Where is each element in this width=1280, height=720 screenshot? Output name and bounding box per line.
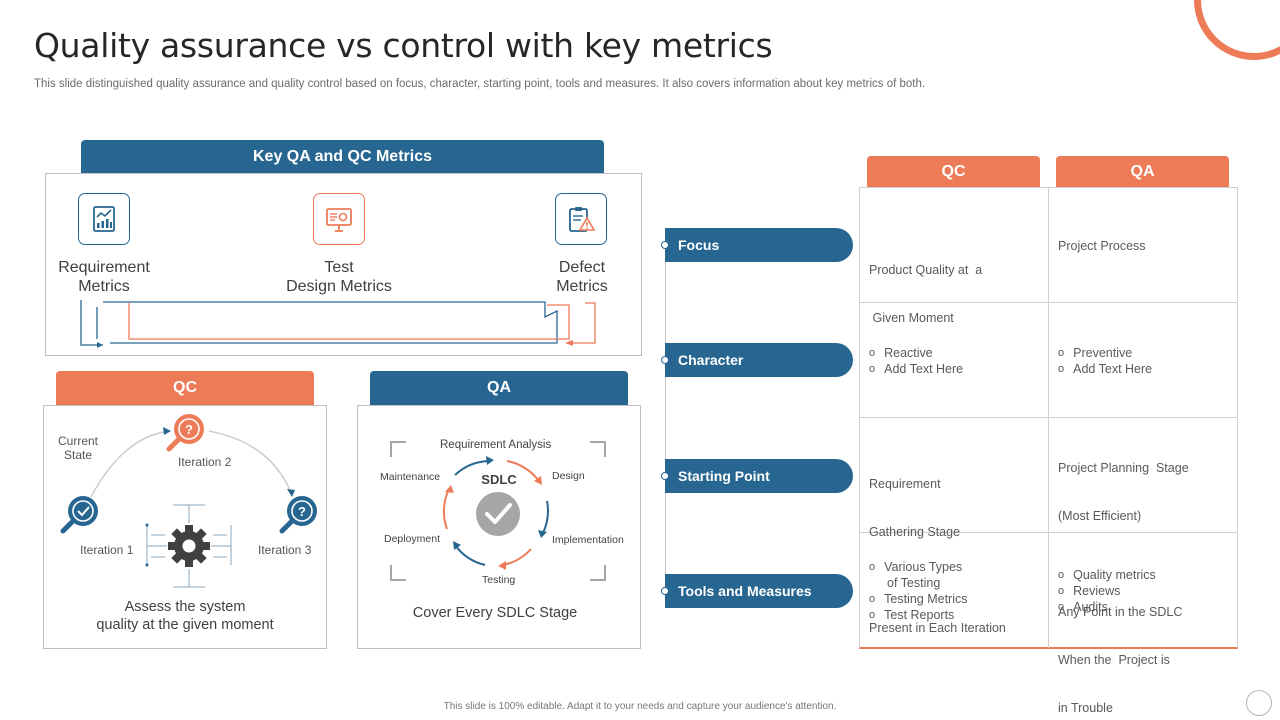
qc-column-header: QC [867,156,1040,187]
metric-label-line: Metrics [556,278,608,295]
iteration-3-label: Iteration 3 [258,543,312,557]
requirement-metrics-icon [78,193,130,245]
qa-column-header: QA [1056,156,1229,187]
stage-requirement-analysis: Requirement Analysis [440,439,552,451]
cell-line: When the Project is [1058,653,1170,667]
bullet-continuation: of Testing [887,576,941,590]
stage-maintenance: Maintenance [380,471,441,483]
cell-line: Project Process [1058,239,1146,253]
qc-panel-header: QC [56,371,314,405]
qc-caption-line: quality at the given moment [96,617,274,633]
character-qc-cell: o Reactive o Add Text Here [869,345,963,377]
qa-caption: Cover Every SDLC Stage [412,605,578,621]
metric-label-line: Metrics [78,278,130,295]
test-design-metrics-label: Test Design Metrics [268,258,410,296]
bullet-text: Add Text Here [884,362,964,376]
stage-design: Design [552,470,585,482]
bullet-item: o Quality metrics [1058,568,1156,582]
bullet-text: Testing Metrics [884,592,968,606]
svg-text:?: ? [298,504,306,519]
table-row-divider [859,302,1238,303]
bullet-text: Preventive [1073,346,1133,360]
row-marker-dot [661,587,669,595]
qc-cycle-diagram: ? ? [60,414,317,588]
starting-point-qa-cell: Project Planning Stage (Most Efficient) … [1058,428,1189,720]
row-label-focus: Focus [665,228,853,262]
bullet-item: o Preventive [1058,346,1133,360]
sdlc-cycle-diagram [390,441,606,581]
tools-qa-cell: o Quality metrics o Reviews o Audits [1058,567,1156,615]
bullet-item: o Test Reports [869,608,955,622]
cell-line: in Trouble [1058,701,1113,715]
cell-line: Product Quality at a [869,263,983,277]
page-title: Quality assurance vs control with key me… [34,26,773,65]
bullet-item: o Add Text Here [869,362,964,376]
qa-panel-header: QA [370,371,628,405]
bullet-item: o Testing Metrics [869,592,968,606]
cell-line: Any Point in the SDLC [1058,605,1183,619]
bullet-text: Audits [1073,600,1108,614]
table-row-divider [859,532,1238,533]
bullet-text: Test Reports [884,608,955,622]
bullet-text: Quality metrics [1073,568,1156,582]
row-marker-dot [661,356,669,364]
qc-caption: Assess the system quality at the given m… [43,598,327,634]
slide-nav-circle[interactable] [1246,690,1272,716]
bullet-text: Add Text Here [1073,362,1153,376]
row-marker-dot [661,241,669,249]
iteration-2-label: Iteration 2 [178,455,232,469]
decorative-arc [1194,0,1280,60]
table-row-divider [859,417,1238,418]
cell-line: Requirement [869,477,941,491]
metric-label-line: Test [324,259,354,276]
qc-caption-line: Assess the system [124,599,246,615]
cell-line: Gathering Stage [869,525,961,539]
defect-metrics-label: Defect Metrics [532,258,632,296]
stage-testing: Testing [482,574,516,586]
bullet-item: o Reactive [869,346,933,360]
bullet-item: o Audits [1058,600,1108,614]
row-label-character: Character [665,343,853,377]
stage-implementation: Implementation [552,534,624,546]
bullet-text: Reactive [884,346,933,360]
test-design-metrics-icon [313,193,365,245]
bullet-text: Reviews [1073,584,1121,598]
current-state-line: State [63,448,93,462]
metric-label-line: Defect [558,259,606,276]
focus-qa-cell: Project Process [1058,238,1146,254]
cell-line: Project Planning Stage [1058,461,1189,475]
presentation-board-icon [326,208,352,232]
requirement-metrics-label: Requirement Metrics [44,258,164,296]
bullet-item: o Various Types [869,560,963,574]
cell-line: Present in Each Iteration [869,621,1006,635]
row-label-starting-point: Starting Point [665,459,853,493]
stage-deployment: Deployment [384,533,441,545]
row-marker-dot [661,472,669,480]
metrics-connector-lines [80,300,596,348]
cell-line: Given Moment [869,311,954,325]
svg-text:?: ? [185,422,193,437]
footer-note: This slide is 100% editable. Adapt it to… [443,701,837,712]
page-subtitle: This slide distinguished quality assuran… [34,78,926,90]
clipboard-warning-icon [569,207,596,232]
iteration-1-label: Iteration 1 [80,543,134,557]
current-state-label: Current State [52,434,104,462]
metric-label-line: Requirement [58,259,150,276]
row-label-tools-and-measures: Tools and Measures [665,574,853,608]
current-state-line: Current [57,434,98,448]
report-chart-icon [93,206,115,232]
focus-qc-cell: Product Quality at a Given Moment [869,230,982,342]
starting-point-qc-cell: Requirement Gathering Stage Present in E… [869,444,1006,652]
bullet-text: Various Types [884,560,963,574]
defect-metrics-icon [555,193,607,245]
metrics-panel-header: Key QA and QC Metrics [81,140,604,174]
sdlc-center-label: SDLC [481,472,517,487]
tools-qc-cell: o Various Types of Testing o Testing Metri… [869,559,967,623]
metric-label-line: Design Metrics [286,278,392,295]
pill-connector-line [665,244,666,591]
cell-line: (Most Efficient) [1058,509,1142,523]
character-qa-cell: o Preventive o Add Text Here [1058,345,1152,377]
bullet-item: o Reviews [1058,584,1121,598]
bullet-item: o Add Text Here [1058,362,1153,376]
